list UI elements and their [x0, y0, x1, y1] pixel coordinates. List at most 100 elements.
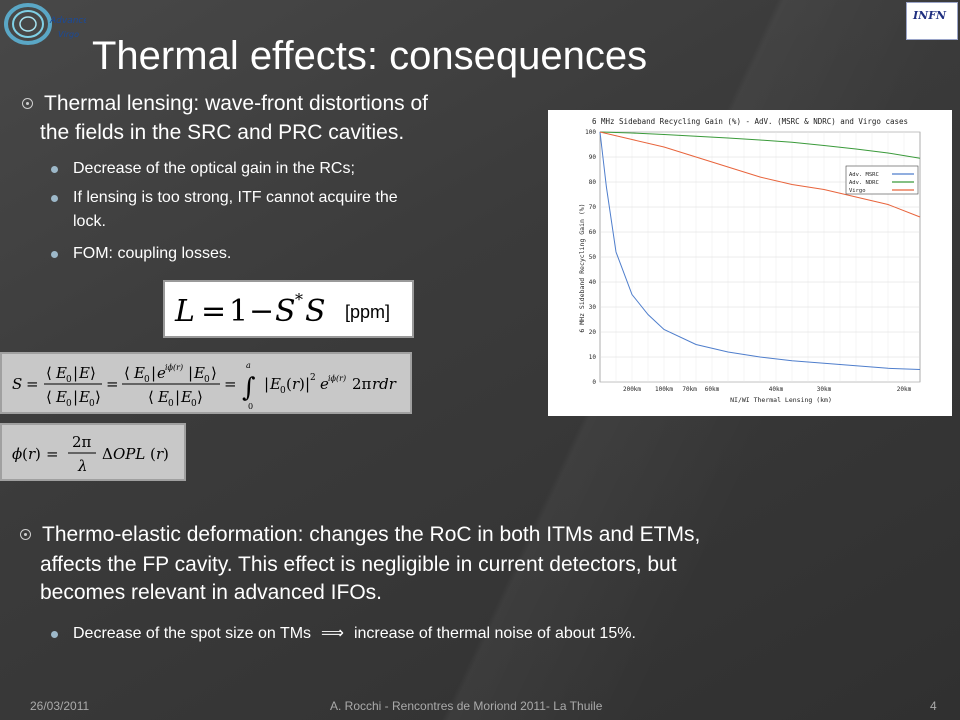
recycling-gain-chart: 6 MHz Sideband Recycling Gain (%) - AdV.…	[548, 110, 952, 416]
svg-text:Virgo: Virgo	[58, 30, 79, 39]
chart-series-line	[599, 131, 921, 370]
svg-text:=: =	[46, 445, 59, 463]
svg-text:E: E	[133, 364, 145, 382]
slide-title: Thermal effects: consequences	[92, 34, 648, 78]
sub-bullet-text: Decrease of the spot size on TMs	[73, 625, 312, 642]
sub-bullet-dot-icon	[51, 166, 58, 173]
svg-text:⟩: ⟩	[90, 364, 96, 382]
chart-y-tick-label: 30	[589, 304, 597, 311]
svg-text:Advanced: Advanced	[49, 16, 86, 26]
footer-page-number: 4	[930, 699, 937, 713]
bullet-thermal-lensing: Thermal lensing: wave-front distortions …	[22, 90, 428, 118]
chart-y-tick-label: 50	[589, 254, 597, 261]
overlap-integral-formula: S = ⟨ E 0 | E ⟩ ⟨ E 0 | E 0 ⟩ = ⟨ E 0 | e iϕ(r) | E 0 ⟩ ⟨ E 0 |…	[0, 352, 412, 414]
bullet-marker-icon	[22, 98, 33, 109]
footer-center-text: A. Rocchi - Rencontres de Moriond 2011- …	[330, 699, 603, 713]
implies-arrow-icon: ⟹	[321, 625, 344, 642]
svg-text:e: e	[320, 375, 329, 393]
svg-text:0: 0	[66, 399, 72, 409]
svg-text:rdr: rdr	[372, 375, 397, 393]
svg-text:r: r	[292, 375, 300, 393]
bullet-text-line: the fields in the SRC and PRC cavities.	[40, 121, 405, 144]
chart-x-tick-label: 100km	[655, 386, 673, 393]
chart-legend-label: Adv. NDRC	[849, 180, 879, 186]
chart-x-tick-label: 20km	[897, 386, 912, 393]
svg-text:1: 1	[229, 294, 248, 329]
svg-text:r: r	[28, 445, 36, 463]
svg-text:2: 2	[310, 373, 316, 383]
formula-phi: ϕ(r) = 2π λ Δ OPL(r)	[12, 433, 169, 475]
chart-svg: 6 MHz Sideband Recycling Gain (%) - AdV.…	[578, 117, 921, 404]
svg-text:S: S	[275, 294, 296, 329]
svg-text:E: E	[78, 388, 90, 406]
sub-bullet-fom: FOM: coupling losses.	[51, 242, 231, 266]
chart-title: 6 MHz Sideband Recycling Gain (%) - AdV.…	[592, 117, 908, 126]
chart-x-tick-label: 200km	[623, 386, 641, 393]
svg-text:⟩: ⟩	[95, 388, 101, 406]
svg-text:−: −	[249, 294, 274, 329]
chart-x-tick-label: 30km	[817, 386, 832, 393]
svg-text:|: |	[175, 388, 180, 406]
bullet-text-line: affects the FP cavity. This effect is ne…	[40, 553, 677, 576]
chart-x-ticks: 200km 100km 70km 60km 40km 30km 20km	[623, 386, 912, 393]
svg-text:(: (	[286, 375, 292, 393]
coupling-loss-formula: L = 1 − S * S [ppm]	[163, 280, 414, 338]
svg-text:E: E	[55, 364, 67, 382]
formula-s-overlap: S = ⟨ E 0 | E ⟩ ⟨ E 0 | E 0 ⟩ = ⟨ E 0 | e iϕ(r) | E 0 ⟩ ⟨ E 0 |…	[12, 361, 397, 411]
chart-series-line	[599, 131, 921, 159]
svg-text:⟩: ⟩	[197, 388, 203, 406]
svg-text:S: S	[305, 294, 326, 329]
chart-y-tick-label: 40	[589, 279, 597, 286]
bullet-thermo-elastic: Thermo-elastic deformation: changes the …	[20, 521, 700, 549]
svg-text:λ: λ	[77, 457, 88, 475]
chart-y-tick-label: 10	[589, 354, 597, 361]
svg-text:S: S	[12, 375, 22, 393]
svg-text:|: |	[305, 375, 310, 393]
sub-bullet-dot-icon	[51, 195, 58, 202]
svg-text:OPL: OPL	[113, 445, 145, 463]
svg-text:∫: ∫	[242, 373, 256, 403]
svg-text:): )	[35, 445, 41, 463]
chart-y-tick-label: 90	[589, 154, 597, 161]
sub-bullet-text: Decrease of the optical gain in the RCs;	[73, 160, 355, 177]
svg-text:a: a	[246, 361, 251, 370]
svg-text:ϕ: ϕ	[12, 445, 22, 463]
sub-bullet-text: increase of thermal noise of about 15%.	[353, 625, 636, 642]
svg-text:0: 0	[168, 399, 174, 409]
svg-text:Δ: Δ	[102, 445, 113, 463]
svg-text:|: |	[188, 364, 193, 382]
svg-text:0: 0	[144, 375, 150, 385]
infn-logo: INFN	[906, 2, 958, 40]
svg-text:⟨: ⟨	[148, 388, 154, 406]
svg-text:=: =	[201, 294, 226, 329]
bullet-text-line: Thermal lensing: wave-front distortions …	[44, 92, 428, 115]
svg-text:0: 0	[89, 399, 95, 409]
svg-text:*: *	[295, 290, 303, 309]
svg-text:=: =	[26, 375, 39, 393]
svg-text:E: E	[269, 375, 281, 393]
chart-x-tick-label: 40km	[769, 386, 784, 393]
footer-date: 26/03/2011	[30, 699, 90, 713]
chart-x-tick-label: 70km	[682, 386, 697, 393]
svg-text:0: 0	[248, 402, 253, 411]
formula-l-equals: L = 1 − S * S	[174, 290, 326, 329]
bullet-thermal-lensing-continued: the fields in the SRC and PRC cavities.	[40, 119, 404, 147]
ppm-unit: [ppm]	[345, 302, 391, 322]
svg-text:L: L	[174, 294, 195, 329]
svg-text:E: E	[180, 388, 192, 406]
sub-bullet-dot-icon	[51, 631, 58, 638]
chart-y-tick-label: 60	[589, 229, 597, 236]
chart-y-tick-label: 0	[592, 379, 596, 386]
chart-y-tick-label: 100	[585, 129, 596, 136]
svg-text:(: (	[22, 445, 28, 463]
svg-text:|: |	[264, 375, 269, 393]
chart-y-axis-label: 6 MHz Sideband Recycling Gain (%)	[578, 203, 586, 332]
phase-formula: ϕ(r) = 2π λ Δ OPL(r)	[0, 423, 186, 481]
svg-text:E: E	[193, 364, 205, 382]
sub-bullet-spot-size: Decrease of the spot size on TMs ⟹ incre…	[51, 622, 636, 646]
svg-text:⟨: ⟨	[124, 364, 130, 382]
sub-bullet-text: If lensing is too strong, ITF cannot acq…	[73, 189, 398, 206]
svg-text:): )	[299, 375, 305, 393]
svg-text:=: =	[106, 375, 119, 393]
svg-text:⟨: ⟨	[46, 364, 52, 382]
